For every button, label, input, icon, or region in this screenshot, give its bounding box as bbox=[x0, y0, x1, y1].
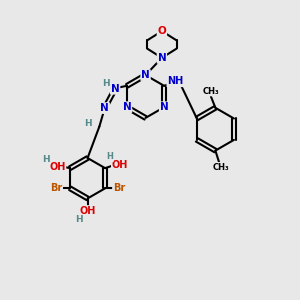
Text: N: N bbox=[158, 53, 166, 63]
Text: NH: NH bbox=[167, 76, 184, 86]
Text: N: N bbox=[100, 103, 109, 113]
Text: OH: OH bbox=[49, 162, 65, 172]
Text: OH: OH bbox=[112, 160, 128, 170]
Text: CH₃: CH₃ bbox=[212, 163, 229, 172]
Text: Br: Br bbox=[50, 183, 62, 193]
Text: N: N bbox=[123, 102, 131, 112]
Text: O: O bbox=[158, 26, 166, 36]
Text: CH₃: CH₃ bbox=[202, 87, 219, 96]
Text: Br: Br bbox=[113, 183, 125, 193]
Text: H: H bbox=[84, 119, 92, 128]
Text: N: N bbox=[111, 84, 119, 94]
Text: H: H bbox=[107, 152, 114, 161]
Text: H: H bbox=[43, 155, 50, 164]
Text: H: H bbox=[102, 79, 110, 88]
Text: H: H bbox=[75, 215, 82, 224]
Text: N: N bbox=[141, 70, 150, 80]
Text: OH: OH bbox=[80, 206, 96, 216]
Text: N: N bbox=[160, 102, 168, 112]
